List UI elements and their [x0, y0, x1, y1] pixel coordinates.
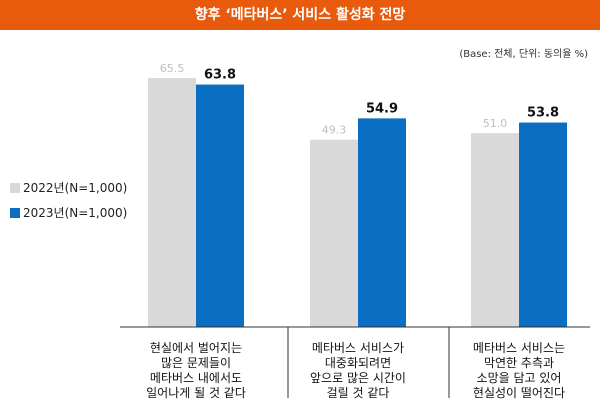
chart-title: 향후 ‘메타버스’ 서비스 활성화 전망	[0, 0, 600, 30]
data-label-2023-1: 63.8	[204, 68, 236, 83]
category-label-3-line-3: 소망을 담고 있어	[477, 371, 562, 385]
legend-swatch-2022	[10, 183, 20, 193]
category-label-1-line-3: 메타버스 내에서도	[150, 371, 242, 385]
bar-2022-1	[148, 78, 196, 327]
data-label-2022-1: 65.5	[160, 62, 185, 75]
legend-label-2022: 2022년(N=1,000)	[23, 181, 128, 195]
data-label-2022-2: 49.3	[322, 124, 347, 137]
category-label-3-line-2: 막연한 추측과	[484, 356, 554, 370]
category-label-1-line-1: 현실에서 벌어지는	[150, 341, 242, 355]
data-label-2022-3: 51.0	[483, 117, 508, 130]
category-label-2-line-2: 대중화되려면	[325, 356, 391, 370]
bar-2023-1	[196, 84, 244, 327]
category-label-1-line-2: 많은 문제들이	[161, 356, 231, 370]
legend-item-2023: 2023년(N=1,000)	[10, 204, 127, 221]
base-note: (Base: 전체, 단위: 동의율 %)	[459, 49, 588, 60]
category-label-2-line-3: 앞으로 많은 시간이	[310, 371, 406, 385]
category-label-3-line-1: 메타버스 서비스는	[473, 341, 565, 355]
data-label-2023-3: 53.8	[527, 106, 559, 121]
data-label-2023-2: 54.9	[366, 101, 398, 116]
legend-label-2023: 2023년(N=1,000)	[23, 206, 128, 220]
bar-2023-3	[519, 122, 567, 327]
category-label-3-line-4: 현실성이 떨어진다	[473, 386, 565, 400]
category-label-2-line-1: 메타버스 서비스가	[312, 341, 404, 355]
category-label-1-line-4: 일어나게 될 것 같다	[146, 386, 246, 400]
bar-2023-2	[358, 118, 406, 327]
legend-item-2022: 2022년(N=1,000)	[10, 179, 127, 196]
legend-swatch-2023	[10, 208, 20, 218]
category-label-2-line-4: 걸릴 것 같다	[327, 386, 390, 400]
bar-2022-3	[471, 133, 519, 327]
bar-2022-2	[310, 139, 358, 327]
